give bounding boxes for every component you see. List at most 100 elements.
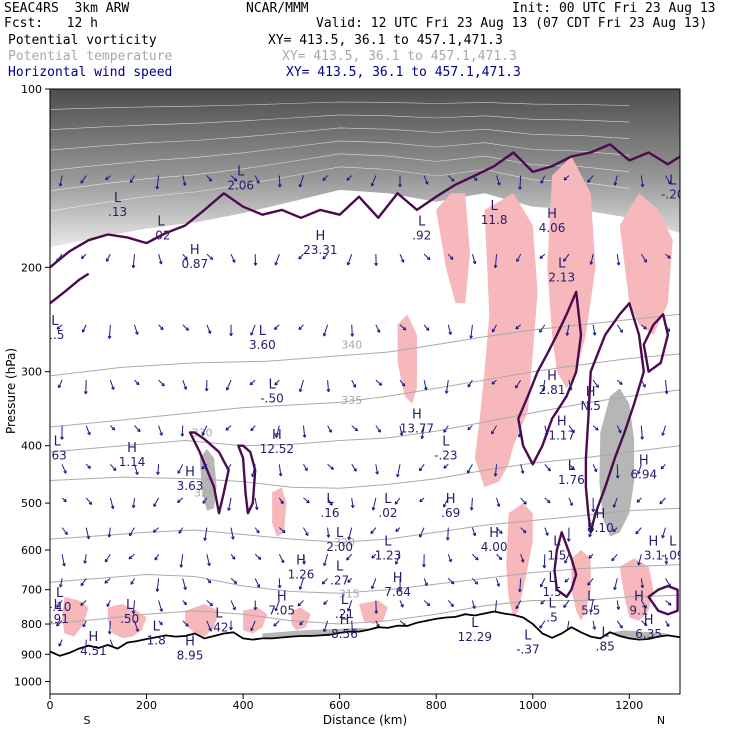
wind-vector-head <box>643 605 647 609</box>
wind-vector <box>130 578 135 585</box>
wind-vector <box>496 553 503 561</box>
wind-vector <box>230 600 236 611</box>
wind-vector <box>371 578 377 589</box>
wind-vector-head <box>177 470 181 474</box>
wind-vector-head <box>522 529 527 534</box>
pv-contour <box>642 313 670 373</box>
wind-vector-head <box>615 475 620 479</box>
wind-vector-head <box>80 255 85 259</box>
wind-vector <box>616 324 623 333</box>
wind-vector <box>590 254 594 265</box>
wind-vector-head <box>398 184 402 188</box>
legend-field-pv-xy: XY= 413.5, 36.1 to 457.1,471.3 <box>268 33 503 48</box>
pink-fill-region <box>272 487 287 537</box>
wind-vector-head <box>637 470 641 475</box>
wind-vector <box>303 464 308 471</box>
wind-vector-head <box>539 625 543 629</box>
wind-vector <box>348 527 353 540</box>
wind-vector <box>104 578 111 584</box>
wind-vector <box>297 600 304 607</box>
wind-vector <box>491 324 497 333</box>
wind-vector-head <box>321 580 326 585</box>
wind-vector-head <box>155 588 160 592</box>
wind-vector <box>665 253 671 259</box>
wind-vector <box>274 324 280 330</box>
wind-vector-head <box>467 470 471 474</box>
wind-vector-head <box>298 326 302 331</box>
extremum-value: .5 <box>546 610 557 624</box>
wind-vector <box>637 554 642 566</box>
wind-vector-head <box>613 586 617 591</box>
wind-vector-head <box>636 499 641 503</box>
wind-vector-head <box>180 433 185 437</box>
wind-vector-head <box>202 500 206 504</box>
wind-vector-head <box>664 390 669 395</box>
extremum-marker-low: L <box>418 215 426 230</box>
wind-vector <box>298 253 304 260</box>
wind-vector <box>206 554 210 566</box>
extremum-value: .69 <box>441 506 460 520</box>
wind-vector-head <box>81 329 86 333</box>
pv-contour <box>517 290 583 466</box>
wind-vector <box>82 324 87 333</box>
pink-fill-region <box>619 193 673 335</box>
wind-vector <box>206 620 212 631</box>
wind-vector <box>278 554 285 563</box>
extremum-marker-high: H <box>296 554 306 569</box>
wind-vector-head <box>350 333 355 337</box>
wind-vector-head <box>207 579 212 584</box>
y-tick-label: 600 <box>21 544 42 557</box>
wind-vector-head <box>546 499 551 504</box>
wind-vector-head <box>563 177 568 181</box>
pv-contour <box>647 584 679 616</box>
wind-vector <box>129 175 135 183</box>
wind-vector-head <box>450 580 455 585</box>
wind-vector-head <box>588 555 592 559</box>
wind-vector-head <box>661 432 665 436</box>
extremum-marker-low: L <box>336 526 344 541</box>
wind-vector-head <box>467 426 471 431</box>
wind-vector-head <box>204 388 209 392</box>
wind-vector-head <box>274 262 278 266</box>
extremum-value: -.23 <box>434 449 457 463</box>
wind-vector <box>516 253 522 262</box>
wind-vector-head <box>80 180 84 184</box>
wind-vector-head <box>540 600 544 605</box>
theta-contour <box>50 507 680 543</box>
pv-contour <box>50 143 680 269</box>
wind-vector-head <box>394 501 399 505</box>
wind-vector-head <box>161 382 165 387</box>
theta-contour-label: 340 <box>341 339 362 352</box>
header-valid: Valid: 12 UTC Fri 23 Aug 13 (07 CDT Fri … <box>316 16 708 31</box>
wind-vector <box>520 527 527 534</box>
wind-vector-head <box>569 502 573 506</box>
wind-vector-head <box>135 628 140 632</box>
extremum-marker-low: L <box>268 377 276 392</box>
wind-vector-head <box>302 434 307 438</box>
wind-vector-head <box>104 580 108 584</box>
wind-vector-head <box>426 256 431 261</box>
x-end-label-south: S <box>84 714 91 727</box>
wind-vector <box>158 425 163 436</box>
wind-vector-head <box>547 467 551 472</box>
extremum-marker-high: H <box>272 428 282 443</box>
wind-vector <box>302 425 306 438</box>
wind-vector <box>637 464 642 475</box>
wind-vector-head <box>497 182 501 186</box>
wind-vector-head <box>374 610 379 614</box>
wind-vector-head <box>640 584 645 589</box>
wind-vector <box>106 600 111 607</box>
wind-vector-head <box>400 259 405 263</box>
wind-vector-head <box>518 186 522 190</box>
wind-vector-head <box>612 528 617 533</box>
extremum-marker-high: H <box>547 369 557 384</box>
wind-vector <box>351 324 353 337</box>
y-tick-label: 800 <box>21 618 42 631</box>
wind-vector <box>496 497 500 507</box>
wind-vector <box>587 578 594 586</box>
wind-vector <box>58 379 63 388</box>
wind-vector <box>375 324 381 333</box>
extremum-marker-low: L <box>491 199 499 214</box>
wind-vector-head <box>445 537 450 541</box>
wind-vector-head <box>443 504 447 508</box>
